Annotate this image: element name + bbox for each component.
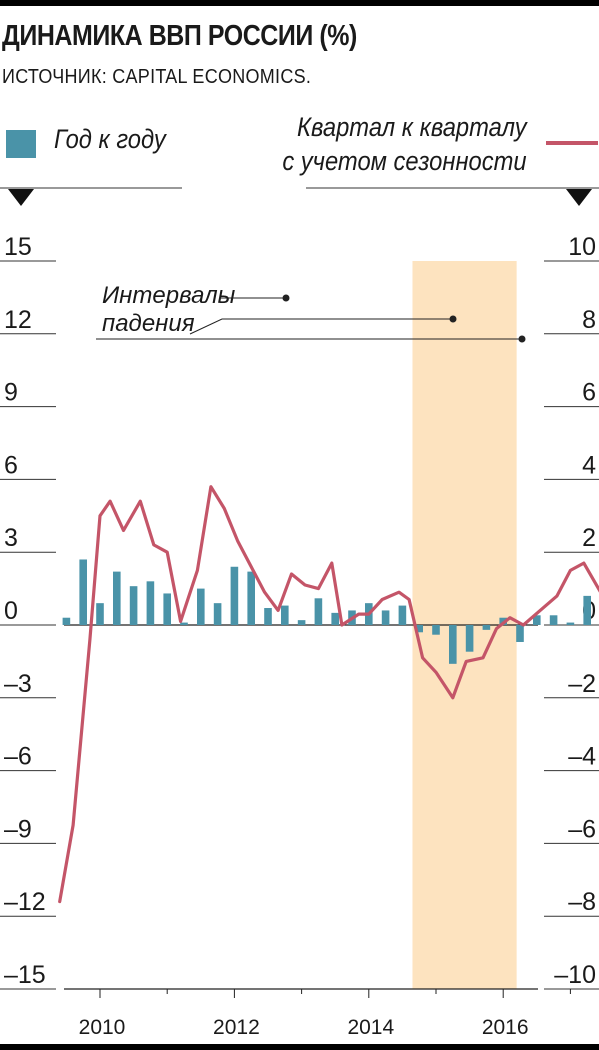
x-tick-label-3: 2016 [482, 1016, 529, 1039]
bar-13 [281, 605, 289, 625]
bar-14 [297, 620, 306, 625]
left-tick-label-3: 6 [4, 451, 18, 479]
left-tick-label-9: –12 [4, 888, 46, 916]
left-tick-label-10: –15 [4, 961, 46, 989]
bar-31 [583, 595, 591, 625]
bar-3 [113, 571, 121, 625]
right-tick-label-0: 10 [568, 233, 596, 261]
annotation-line-2: падения [102, 310, 195, 337]
right-tick-label-3: 4 [582, 451, 596, 479]
annotation-dot-3 [518, 335, 526, 343]
bar-11 [247, 571, 255, 625]
bar-1 [79, 559, 87, 625]
top-rule [0, 0, 599, 6]
left-tick-label-0: 15 [4, 233, 32, 261]
legend-line-swatch [546, 141, 598, 145]
chart-source: ИСТОЧНИК: CAPITAL ECONOMICS. [2, 66, 312, 88]
right-tick-label-2: 6 [582, 379, 596, 407]
bar-7 [180, 622, 188, 625]
bar-15 [314, 598, 323, 625]
qoq-line [58, 485, 599, 904]
bar-19 [381, 610, 390, 625]
left-tick-label-6: –3 [4, 670, 32, 698]
x-tick-label-2: 2014 [347, 1016, 394, 1039]
bar-12 [264, 608, 272, 625]
annotation-leader-2 [189, 318, 453, 335]
bar-6 [163, 593, 171, 625]
left-tick-label-1: 12 [4, 306, 32, 334]
bar-9 [213, 603, 222, 625]
left-axis-marker [8, 189, 34, 206]
bar-21 [415, 625, 423, 633]
bar-24 [465, 625, 474, 652]
right-tick-label-7: –4 [568, 743, 596, 771]
bar-25 [482, 625, 491, 630]
right-tick-label-8: –6 [568, 815, 596, 843]
bar-16 [331, 612, 339, 625]
legend-line-label: Квартал к кварталу с учетом сезонности [283, 110, 527, 178]
right-tick-label-9: –8 [568, 888, 596, 916]
left-tick-label-4: 3 [4, 524, 18, 552]
bar-20 [398, 605, 407, 625]
legend-bar-swatch [6, 130, 36, 158]
chart-title: ДИНАМИКА ВВП РОССИИ (%) [2, 20, 357, 52]
right-axis-marker [566, 189, 592, 206]
bar-2 [96, 603, 104, 625]
bar-5 [146, 581, 155, 625]
legend-line-label-2: с учетом сезонности [282, 146, 527, 176]
bar-23 [449, 625, 457, 664]
x-tick-label-0: 2010 [79, 1016, 126, 1039]
bar-28 [533, 615, 541, 625]
legend-line-label-1: Квартал к кварталу [297, 112, 527, 142]
bar-27 [516, 625, 524, 642]
left-tick-label-8: –9 [4, 815, 32, 843]
bar-22 [432, 625, 440, 635]
right-tick-label-6: –2 [568, 670, 596, 698]
bar-30 [566, 622, 575, 625]
bar-29 [549, 615, 558, 625]
annotation-dot-1 [282, 294, 290, 302]
bar-10 [230, 566, 239, 625]
bar-4 [129, 586, 138, 625]
right-tick-label-10: –10 [554, 961, 596, 989]
bar-0 [62, 617, 71, 625]
left-tick-label-2: 9 [4, 379, 18, 407]
left-tick-label-7: –6 [4, 743, 32, 771]
bar-8 [197, 588, 205, 625]
right-tick-label-4: 2 [582, 524, 596, 552]
left-tick-label-5: 0 [4, 597, 18, 625]
right-tick-label-1: 8 [582, 306, 596, 334]
annotation-line-1: Интервалы [102, 282, 236, 309]
bottom-rule [0, 1044, 599, 1050]
x-tick-label-1: 2012 [213, 1016, 260, 1039]
annotation-dot-2 [449, 315, 457, 323]
legend-bar-label: Год к году [54, 124, 166, 154]
